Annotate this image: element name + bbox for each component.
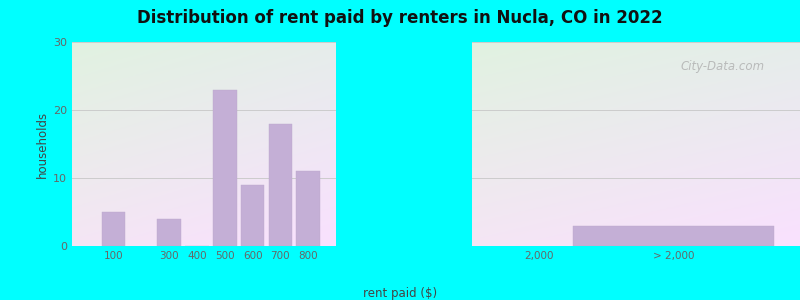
Bar — [102, 212, 126, 246]
Text: rent paid ($): rent paid ($) — [363, 287, 437, 300]
Bar — [241, 185, 265, 246]
Bar — [573, 226, 774, 246]
Y-axis label: households: households — [36, 110, 49, 178]
Bar — [297, 171, 320, 246]
Text: Distribution of rent paid by renters in Nucla, CO in 2022: Distribution of rent paid by renters in … — [137, 9, 663, 27]
Bar — [213, 90, 237, 246]
Text: City-Data.com: City-Data.com — [680, 60, 765, 73]
Bar — [158, 219, 181, 246]
Bar — [269, 124, 292, 246]
